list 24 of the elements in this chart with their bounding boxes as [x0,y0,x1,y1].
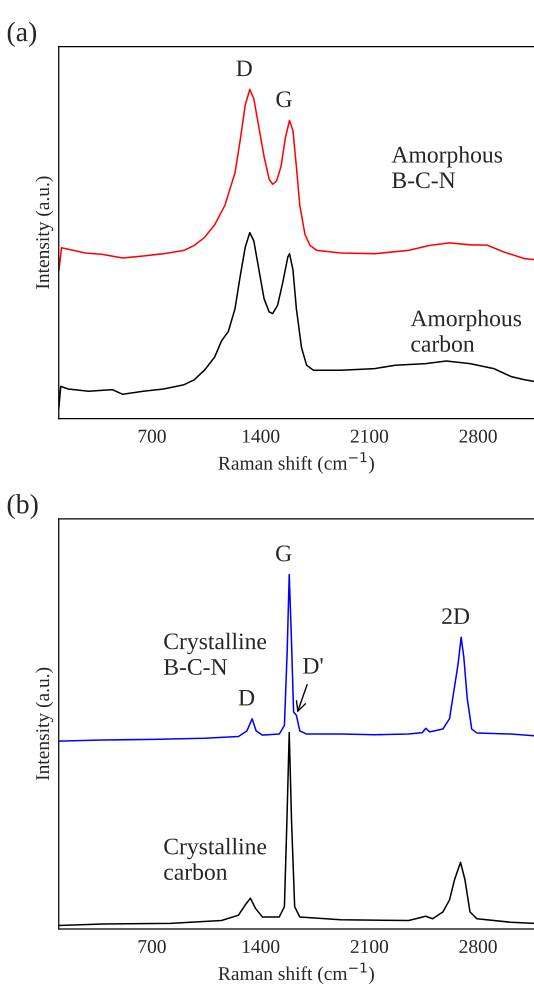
x-tick-label: 2100 [350,430,388,443]
y-axis-title: Intensity (a.u.) [35,176,54,289]
x-axis-title: Raman shift (cm$^{−1}$) [218,962,374,984]
annotation: G [276,91,292,108]
annotation: D [238,690,254,706]
chart-title: (b) [8,494,38,520]
x-tick-label: 700 [138,430,166,443]
annotation: 2D [442,608,470,624]
y-axis-title: Intensity (a.u.) [35,668,54,780]
x-tick-label: 2100 [350,940,388,954]
annotation: G [276,545,292,562]
text: Amorphous B-C-N [392,146,502,188]
series-label: Crystalline carbon [164,838,266,880]
series-label: Amorphous carbon [410,310,522,352]
series-label: Crystalline B-C-N [164,632,266,675]
x-tick-label: 1400 [242,940,280,954]
annotation: D [236,60,252,76]
x-tick-label: 700 [138,940,166,954]
x-tick-label: 1400 [242,430,280,443]
annotation: D' [303,658,323,674]
x-tick-label: 2800 [459,430,497,443]
x-tick-label: 2800 [459,940,497,954]
x-axis-title: Raman shift (cm$^{−1}$) [218,452,374,474]
chart-title: (a) [8,22,36,47]
